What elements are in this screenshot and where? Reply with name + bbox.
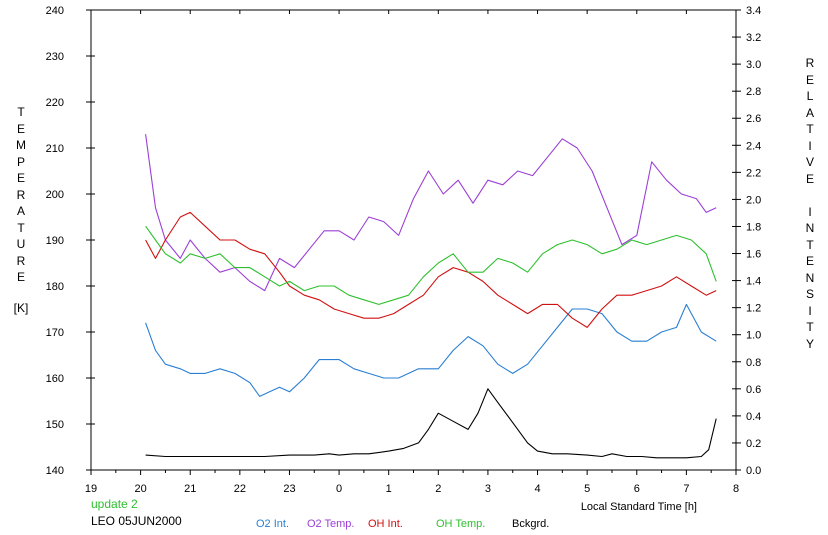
y-tick-label-right: 2.0 bbox=[746, 194, 761, 206]
y-tick-label-left: 170 bbox=[46, 327, 64, 339]
station-date-text: LEO 05JUN2000 bbox=[91, 514, 182, 528]
y-tick-label-right: 1.2 bbox=[746, 303, 761, 315]
legend-entry: O2 Int. bbox=[256, 518, 289, 530]
series-line-oh-temp bbox=[145, 225, 717, 305]
x-tick-label: 6 bbox=[634, 483, 640, 495]
x-tick-label: 0 bbox=[336, 483, 342, 495]
legend-entry: O2 Temp. bbox=[307, 518, 355, 530]
y-tick-label-right: 0.0 bbox=[746, 465, 761, 477]
y-tick-label-right: 0.6 bbox=[746, 384, 761, 396]
update-text: update 2 bbox=[91, 497, 138, 511]
legend-group: O2 Int. O2 Temp. OH Int. OH Temp. Bckgrd. bbox=[256, 518, 549, 530]
x-tick-label: 21 bbox=[184, 483, 196, 495]
series-line-bckgrd bbox=[145, 388, 717, 459]
axes-group: 19 20 21 22 23 0 1 2 3 4 5 6 7 8140150160170180190200… bbox=[46, 5, 762, 513]
x-tick-label: 5 bbox=[584, 483, 590, 495]
y-tick-label-right: 1.4 bbox=[746, 276, 761, 288]
y-tick-label-left: 210 bbox=[46, 143, 64, 155]
y-tick-label-right: 1.8 bbox=[746, 221, 761, 233]
y-tick-label-right: 0.4 bbox=[746, 411, 761, 423]
legend-entry: Bckgrd. bbox=[512, 518, 549, 530]
x-tick-label: 8 bbox=[733, 483, 739, 495]
x-tick-label: 7 bbox=[683, 483, 689, 495]
y-tick-label-right: 2.6 bbox=[746, 113, 761, 125]
y-tick-label-left: 160 bbox=[46, 373, 64, 385]
x-tick-label: 1 bbox=[386, 483, 392, 495]
y-tick-label-left: 190 bbox=[46, 235, 64, 247]
y-tick-label-left: 220 bbox=[46, 97, 64, 109]
x-tick-label: 19 bbox=[85, 483, 97, 495]
series-line-o2-int bbox=[145, 303, 717, 397]
y-tick-label-right: 0.8 bbox=[746, 357, 761, 369]
y-tick-label-right: 3.2 bbox=[746, 32, 761, 44]
x-tick-label: 3 bbox=[485, 483, 491, 495]
y-tick-label-right: 3.0 bbox=[746, 59, 761, 71]
y-tick-label-right: 2.2 bbox=[746, 167, 761, 179]
y-tick-label-right: 2.8 bbox=[746, 86, 761, 98]
x-tick-label: 22 bbox=[234, 483, 246, 495]
x-tick-label: 4 bbox=[534, 483, 540, 495]
y-tick-label-right: 1.0 bbox=[746, 330, 761, 342]
x-tick-label: 23 bbox=[283, 483, 295, 495]
y-tick-label-right: 3.4 bbox=[746, 5, 761, 17]
y-tick-label-left: 240 bbox=[46, 5, 64, 17]
x-tick-label: 2 bbox=[435, 483, 441, 495]
y-tick-label-left: 180 bbox=[46, 281, 64, 293]
series-group bbox=[145, 134, 717, 459]
series-line-oh-int bbox=[145, 211, 717, 328]
y-axis-unit-left: [K] bbox=[13, 301, 29, 315]
y-tick-label-left: 150 bbox=[46, 419, 64, 431]
legend-entry: OH Int. bbox=[368, 518, 403, 530]
x-tick-label: 20 bbox=[134, 483, 146, 495]
y-tick-label-left: 230 bbox=[46, 51, 64, 63]
y-tick-label-left: 140 bbox=[46, 465, 64, 477]
y-tick-label-right: 0.2 bbox=[746, 438, 761, 450]
legend-entry: OH Temp. bbox=[436, 518, 485, 530]
y-tick-label-right: 1.6 bbox=[746, 249, 761, 261]
plot-frame bbox=[90, 9, 737, 471]
series-line-o2-temp bbox=[145, 134, 717, 292]
y-tick-label-left: 200 bbox=[46, 189, 64, 201]
y-tick-label-right: 2.4 bbox=[746, 140, 761, 152]
x-axis-label: Local Standard Time [h] bbox=[581, 501, 697, 513]
